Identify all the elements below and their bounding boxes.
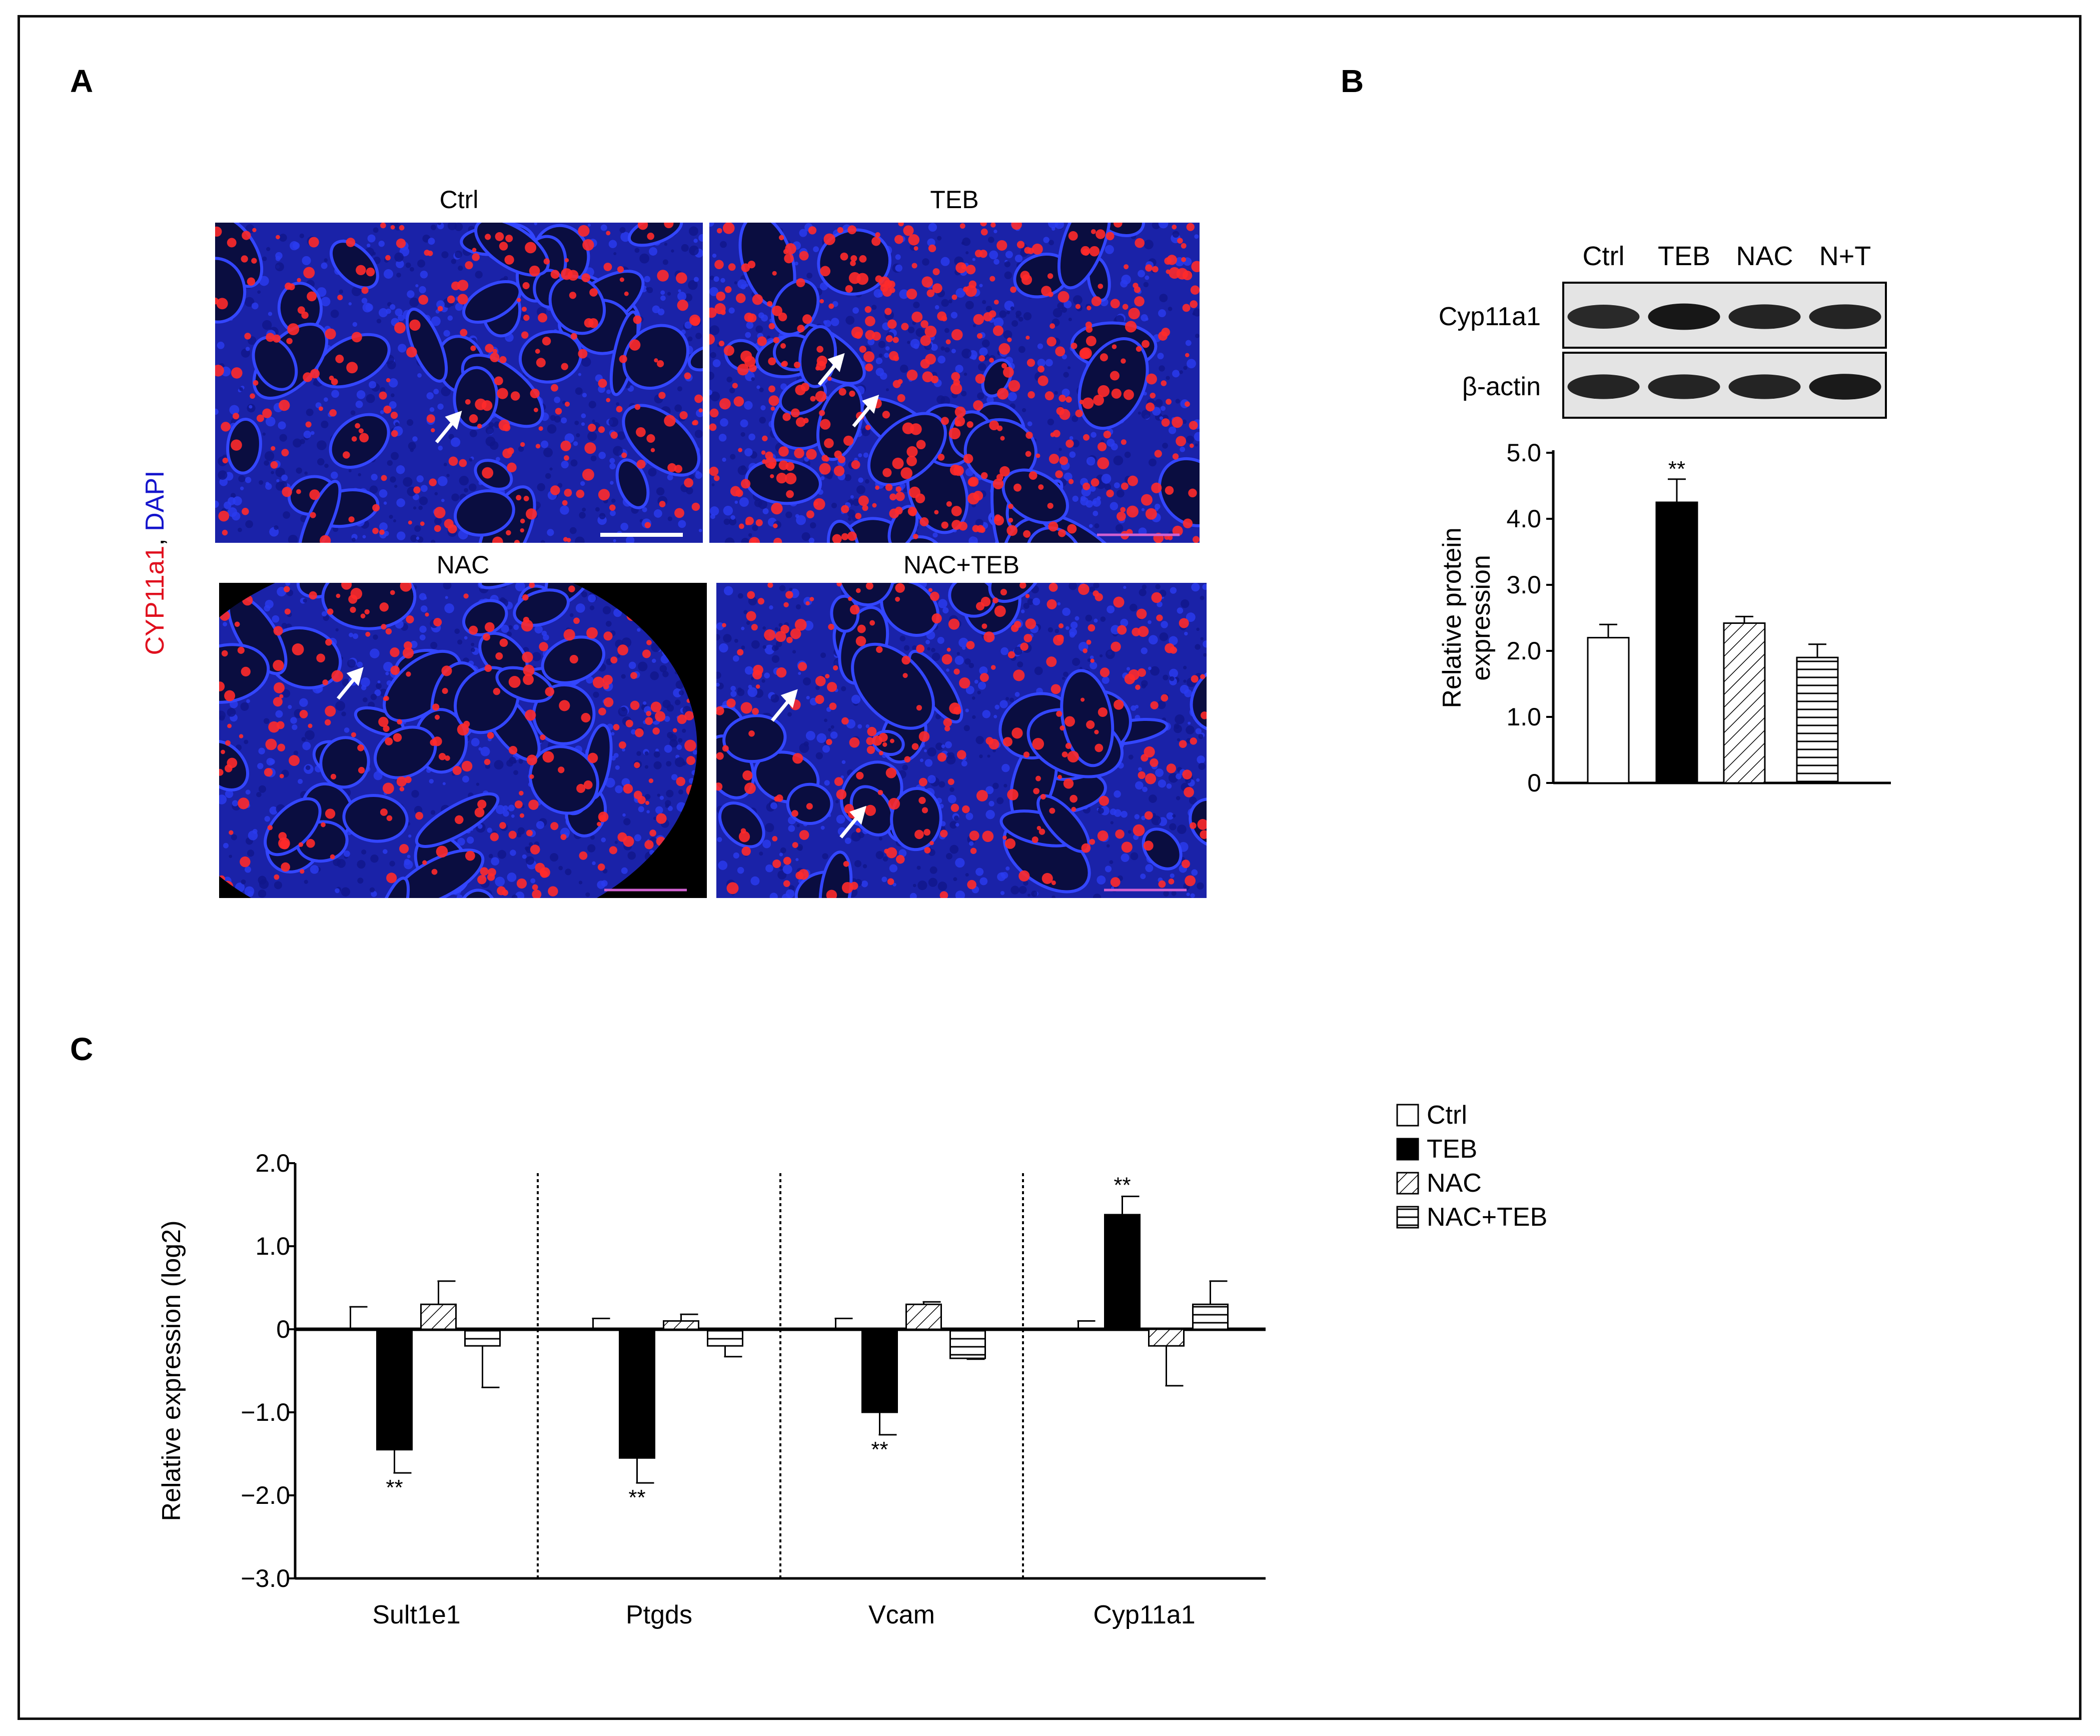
bar [1104,1214,1141,1330]
bar [464,1328,501,1347]
y-tick-label: −2.0 [241,1481,290,1509]
arrow-marker [771,689,798,722]
legend-label: NAC+TEB [1427,1203,1548,1232]
blot-lane-label: TEB [1658,241,1710,271]
tissue-texture [215,223,703,543]
legend-label: Ctrl [1427,1101,1467,1130]
legend-label: NAC [1427,1169,1482,1198]
blot-band [1567,305,1640,329]
y-tick-label: −1.0 [241,1398,290,1426]
y-tick-label: 4.0 [1506,505,1541,533]
tissue-texture [709,223,1200,543]
arrow-marker [337,667,364,700]
legend-item: TEB [1396,1132,1547,1166]
x-tick-label: Cyp11a1 [1093,1600,1195,1629]
arrow-marker [839,805,866,838]
significance-label: ** [1114,1173,1131,1197]
bar [1148,1328,1185,1347]
bar [1587,637,1630,784]
y-tick-label: 1.0 [255,1232,290,1260]
significance-label: ** [386,1475,403,1500]
panel-letter-a: A [70,63,94,99]
legend: Ctrl TEB NAC NAC+TEB [1396,1098,1547,1234]
significance-label: ** [1668,457,1685,481]
y-axis-label: Relative proteinexpression [1438,527,1496,708]
bar [1723,622,1766,784]
bar [1192,1303,1229,1330]
figure-frame [18,15,2081,1720]
blot-lane-label: Ctrl [1583,241,1625,271]
x-tick-label: Ptgds [626,1600,692,1629]
stain-label-blue: DAPI [141,470,170,531]
bar [619,1328,655,1459]
micrograph-title-nac-teb: NAC+TEB [903,551,1019,579]
bar [861,1328,898,1413]
blot-row-label: Cyp11a1 [1439,302,1541,331]
y-tick-label: 3.0 [1506,571,1541,599]
bar [905,1303,942,1330]
micrograph-title-teb: TEB [930,186,979,214]
bar [1655,501,1698,784]
blot-band [1728,304,1801,329]
legend-item: NAC+TEB [1396,1200,1547,1234]
legend-swatch [1396,1138,1419,1161]
significance-label: ** [871,1437,888,1462]
blot-band [1728,374,1801,399]
y-axis-label: Relative expression (log2) [157,1220,186,1521]
tissue-texture [716,583,1207,898]
blot-band [1809,374,1881,400]
y-tick-label: 1.0 [1506,703,1541,731]
blot-band [1648,374,1720,399]
legend-item: NAC [1396,1166,1547,1200]
y-tick-label: 2.0 [255,1149,290,1177]
bar [663,1320,699,1330]
blot-lane-label: N+T [1819,241,1871,271]
blot-lane-label: NAC [1736,241,1793,271]
micrograph-teb [709,223,1200,543]
panel-letter-b: B [1341,63,1364,99]
micrograph-title-ctrl: Ctrl [439,186,479,214]
y-tick-label: 0 [276,1315,290,1343]
legend-swatch [1396,1172,1419,1195]
y-tick-label: 5.0 [1506,439,1541,467]
arrow-marker [852,395,879,428]
x-tick-label: Sult1e1 [372,1600,460,1629]
y-tick-label: −3.0 [241,1564,290,1592]
stain-label-sep: , [141,531,170,546]
significance-label: ** [628,1485,645,1510]
y-tick-label: 0 [1527,769,1541,797]
blot-band [1809,304,1881,329]
bar [1796,656,1839,784]
micrograph-nac [219,583,707,898]
tissue-texture [219,583,697,898]
bar [420,1303,457,1330]
blot-band [1648,303,1720,330]
arrow-marker [817,353,845,386]
micrograph-title-nac: NAC [436,551,490,579]
legend-label: TEB [1427,1135,1478,1164]
micrograph-nac-teb [716,583,1207,898]
x-tick-label: Vcam [868,1600,935,1629]
legend-item: Ctrl [1396,1098,1547,1132]
stain-label-red: CYP11a1 [141,545,170,655]
panel-b-graphic: Ctrl TEB NAC N+T Cyp11a1 β-actin 0 1.0 2.0 3.0 4.0… [1438,241,1891,797]
bar [949,1328,986,1359]
legend-swatch [1396,1104,1419,1127]
legend-swatch [1396,1206,1419,1229]
arrow-marker [435,411,462,444]
bar [707,1328,743,1347]
y-tick-label: 2.0 [1506,637,1541,665]
panel-letter-c: C [70,1031,94,1067]
blot-band [1567,374,1640,399]
micrograph-ctrl [215,223,703,543]
bar [376,1328,413,1451]
blot-row-label: β-actin [1462,372,1541,401]
panel-c-chart: −3.0 −2.0 −1.0 0 1.0 2.0 Relative expression (… [157,1149,1266,1629]
